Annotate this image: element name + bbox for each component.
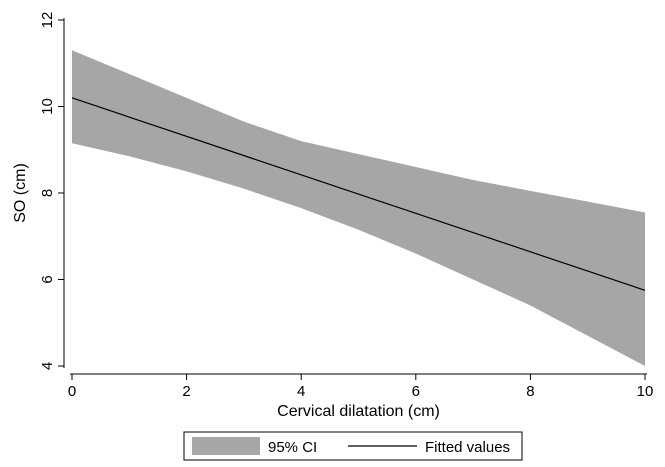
- legend-swatch-ci: [192, 437, 260, 455]
- x-tick-label: 10: [637, 383, 654, 400]
- y-tick-label: 10: [39, 98, 56, 115]
- x-tick-label: 0: [68, 383, 76, 400]
- y-tick-label: 4: [39, 362, 56, 370]
- fitted-line: [71, 97, 646, 291]
- x-axis-title: Cervical dilatation (cm): [277, 403, 440, 420]
- legend-label-ci: 95% CI: [268, 439, 317, 456]
- x-tick-label: 4: [297, 383, 305, 400]
- legend-label-fitted: Fitted values: [425, 439, 510, 456]
- x-tick-label: 2: [182, 383, 190, 400]
- ci-band: [72, 50, 645, 367]
- y-axis-title: SO (cm): [12, 163, 29, 223]
- x-tick-label: 8: [526, 383, 534, 400]
- x-tick-label: 6: [412, 383, 420, 400]
- y-tick-label: 6: [39, 275, 56, 283]
- y-tick-label: 8: [39, 189, 56, 197]
- y-tick-label: 12: [39, 12, 56, 29]
